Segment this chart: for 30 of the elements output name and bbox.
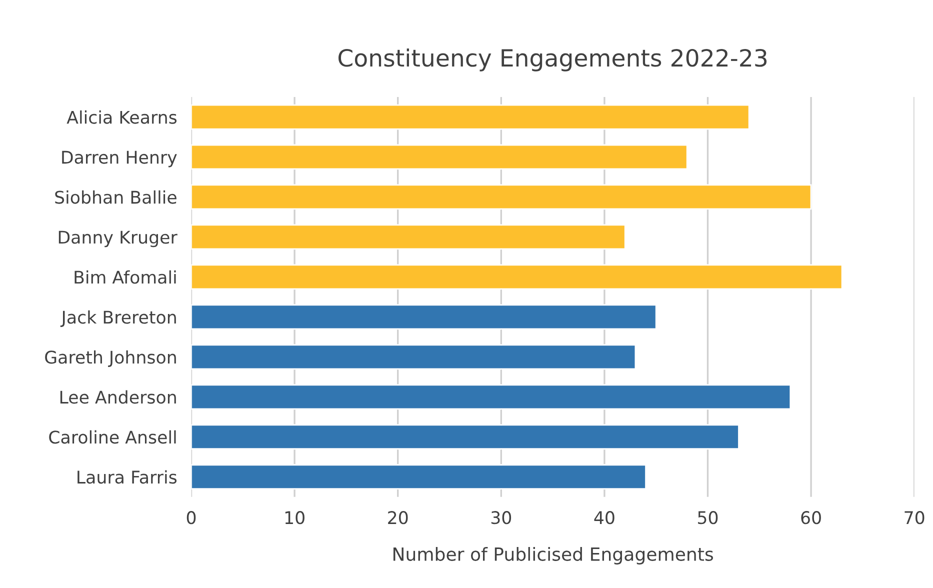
bar (191, 144, 688, 170)
bar (191, 344, 636, 370)
x-tick-label: 30 (491, 511, 512, 524)
y-tick-label: Jack Brereton (60, 310, 176, 328)
x-tick-label: 60 (801, 511, 821, 524)
bar (191, 264, 843, 290)
y-tick-label: Siobhan Ballie (55, 190, 176, 204)
y-tick-label: Alicia Kearns (66, 110, 177, 124)
x-axis-title: Number of Publicised Engagements (393, 546, 713, 564)
x-tick-label: 50 (698, 511, 718, 524)
bar (191, 384, 792, 410)
x-tick-label: 0 (186, 511, 196, 524)
chart-title: Constituency Engagements 2022-23 (338, 48, 767, 72)
bar (191, 104, 750, 130)
y-tick-label: Caroline Ansell (49, 430, 176, 444)
bar (191, 424, 740, 450)
x-tick-label: 10 (285, 511, 304, 524)
bar (191, 464, 646, 490)
y-tick-label: Gareth Johnson (45, 350, 176, 367)
y-tick-label: Bim Afomali (74, 270, 176, 284)
y-tick-label: Laura Farris (78, 470, 177, 484)
x-tick-label: 70 (904, 511, 924, 524)
y-tick-label: Lee Anderson (60, 390, 176, 404)
y-tick-label: Danny Kruger (58, 230, 178, 248)
x-tick-label: 20 (388, 511, 408, 524)
y-tick-label: Darren Henry (62, 150, 177, 168)
bar (191, 184, 812, 210)
x-tick-label: 40 (594, 511, 614, 524)
bar (191, 224, 626, 250)
bar (191, 304, 657, 330)
